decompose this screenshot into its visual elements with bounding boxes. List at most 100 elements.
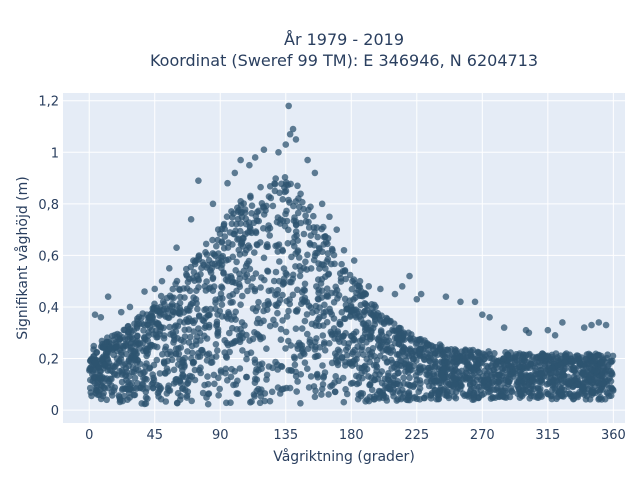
data-point bbox=[264, 298, 272, 305]
data-point bbox=[143, 311, 151, 319]
data-point bbox=[266, 397, 274, 405]
data-point bbox=[604, 363, 611, 371]
data-point bbox=[306, 336, 314, 344]
data-point bbox=[326, 340, 333, 347]
data-point bbox=[169, 285, 177, 293]
data-point bbox=[348, 285, 356, 293]
data-point bbox=[110, 351, 118, 359]
data-point bbox=[174, 389, 182, 397]
data-point bbox=[282, 181, 290, 188]
x-tick-label: 45 bbox=[146, 428, 163, 443]
data-point bbox=[196, 353, 204, 360]
data-point bbox=[294, 209, 302, 217]
data-point bbox=[295, 339, 303, 347]
chart-subtitle: Koordinat (Sweref 99 TM): E 346946, N 62… bbox=[150, 51, 538, 70]
data-point bbox=[559, 379, 566, 387]
data-point bbox=[417, 338, 424, 345]
data-point bbox=[328, 260, 335, 268]
data-point bbox=[89, 377, 96, 385]
data-point bbox=[294, 345, 302, 353]
data-point bbox=[544, 366, 552, 373]
data-point bbox=[597, 386, 604, 394]
data-point bbox=[360, 351, 367, 359]
data-point bbox=[358, 343, 366, 351]
data-point bbox=[291, 233, 298, 241]
data-point bbox=[415, 388, 423, 396]
data-point bbox=[284, 240, 292, 247]
data-point bbox=[553, 377, 560, 384]
data-point bbox=[265, 287, 273, 295]
data-point bbox=[307, 304, 315, 311]
data-point bbox=[251, 249, 258, 256]
data-point-outlier bbox=[151, 285, 159, 293]
data-point bbox=[212, 353, 220, 360]
data-point bbox=[301, 280, 309, 288]
data-point bbox=[252, 369, 260, 376]
data-point bbox=[202, 240, 210, 248]
data-point bbox=[230, 313, 238, 320]
data-point bbox=[179, 372, 187, 380]
data-point bbox=[289, 291, 297, 299]
data-point bbox=[227, 373, 235, 381]
data-point bbox=[236, 338, 244, 346]
data-point-outlier bbox=[471, 298, 479, 306]
data-point bbox=[171, 323, 178, 331]
data-point bbox=[184, 388, 192, 396]
data-point bbox=[99, 356, 106, 363]
data-point bbox=[309, 309, 316, 316]
data-point-outlier bbox=[580, 324, 588, 331]
data-point bbox=[271, 180, 279, 188]
data-point bbox=[436, 345, 443, 353]
data-point bbox=[480, 377, 488, 385]
data-point bbox=[258, 200, 266, 207]
data-point bbox=[280, 265, 288, 272]
data-point bbox=[292, 198, 300, 205]
data-point bbox=[264, 226, 272, 233]
data-point bbox=[91, 359, 99, 367]
data-point bbox=[183, 394, 191, 401]
data-point bbox=[302, 258, 309, 266]
data-point bbox=[165, 314, 173, 322]
data-point bbox=[177, 344, 185, 351]
data-point bbox=[595, 351, 603, 359]
data-point bbox=[349, 348, 357, 356]
data-point bbox=[193, 300, 200, 307]
data-point bbox=[469, 353, 477, 361]
data-point bbox=[157, 292, 165, 300]
data-point bbox=[218, 301, 226, 309]
data-point bbox=[273, 302, 281, 310]
data-point bbox=[187, 333, 194, 341]
data-point bbox=[114, 330, 121, 338]
data-point bbox=[140, 369, 147, 376]
data-point bbox=[214, 262, 221, 270]
data-point bbox=[233, 287, 240, 295]
data-point bbox=[220, 222, 228, 229]
data-point bbox=[303, 311, 311, 318]
data-point bbox=[331, 388, 339, 396]
data-point bbox=[307, 373, 315, 380]
data-point bbox=[336, 270, 344, 277]
data-point bbox=[143, 376, 150, 383]
data-point bbox=[361, 307, 369, 315]
data-point bbox=[276, 189, 283, 197]
data-point bbox=[195, 284, 202, 291]
x-tick-label: 315 bbox=[535, 428, 560, 443]
data-point bbox=[294, 306, 301, 314]
data-point bbox=[332, 283, 340, 291]
data-point bbox=[269, 202, 277, 210]
data-point bbox=[230, 339, 237, 347]
data-point bbox=[544, 390, 552, 398]
data-point bbox=[322, 238, 330, 246]
data-point bbox=[365, 373, 372, 380]
data-point bbox=[318, 287, 326, 295]
data-point bbox=[263, 241, 271, 248]
data-point bbox=[304, 251, 311, 259]
data-point bbox=[402, 357, 410, 364]
data-point bbox=[416, 346, 423, 353]
data-point bbox=[314, 370, 321, 378]
data-point bbox=[303, 266, 311, 273]
data-point bbox=[370, 362, 378, 369]
data-point bbox=[266, 322, 274, 330]
data-point bbox=[488, 355, 496, 362]
data-point bbox=[154, 389, 162, 397]
